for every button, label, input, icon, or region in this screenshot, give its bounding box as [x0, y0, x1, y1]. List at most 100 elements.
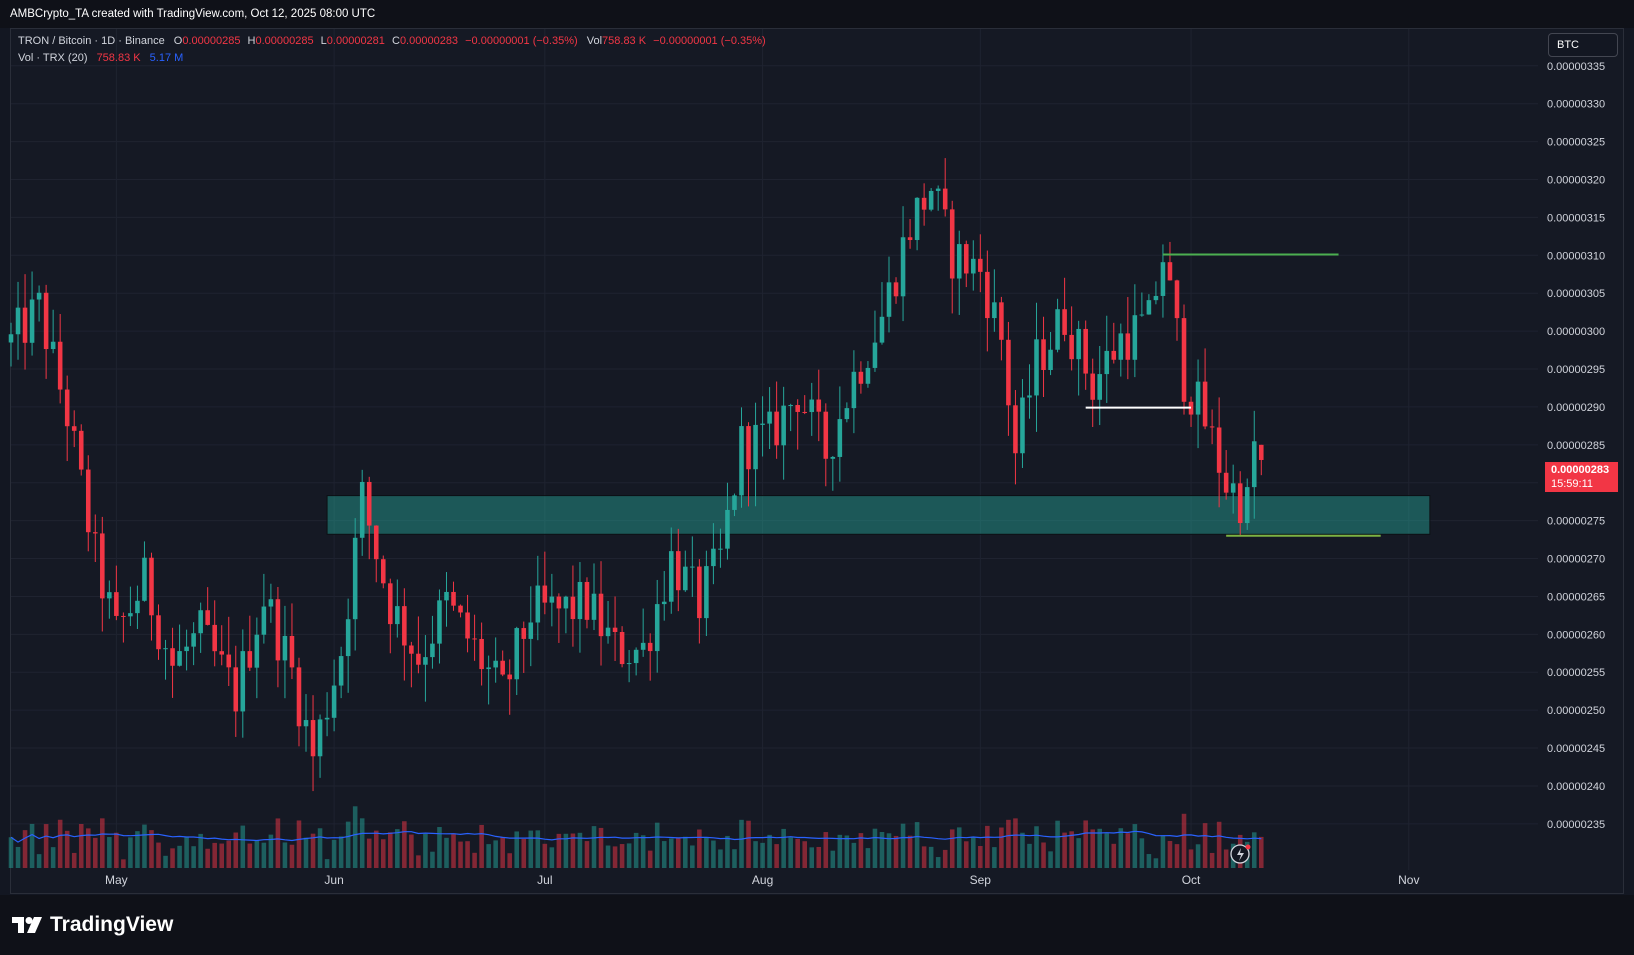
volume-bar [837, 834, 843, 868]
close-value: 0.00000283 [399, 35, 459, 47]
candle-body [1216, 427, 1222, 473]
time-tick-label: Jul [537, 873, 552, 887]
volume-bar [774, 844, 779, 868]
volume-bar [942, 849, 948, 868]
candle-body [156, 615, 161, 650]
volume-bar [135, 831, 140, 868]
volume-bar [1111, 843, 1117, 868]
candle-body [1209, 426, 1215, 428]
candle-body [640, 642, 646, 650]
candle-body [865, 367, 871, 384]
candle-body [704, 566, 709, 619]
candle-body [380, 559, 386, 584]
volume-bar [753, 841, 758, 868]
volume-bar [261, 842, 267, 868]
candle-body [1104, 350, 1110, 375]
candle-body [331, 685, 337, 718]
candle-body [683, 566, 688, 591]
candle-body [114, 592, 119, 616]
candle-body [359, 481, 365, 538]
volume-bar [879, 831, 885, 868]
tradingview-logo[interactable]: TradingView [12, 913, 173, 937]
volume-bar [226, 840, 232, 868]
volume-bar [352, 806, 358, 868]
candle-body [395, 606, 400, 625]
candle-body [739, 426, 744, 496]
candle-body [233, 667, 239, 712]
volume-bar [549, 847, 555, 868]
volume-study-label[interactable]: Vol · TRX (20) [18, 52, 88, 64]
candle-body [289, 635, 295, 668]
candle-body [128, 613, 133, 617]
volume-bar [1097, 828, 1103, 868]
high-label: H [247, 35, 256, 47]
candle-body [935, 188, 941, 191]
drawn-lines [1085, 253, 1381, 537]
candle-body [345, 619, 351, 657]
volume-bar [1160, 835, 1166, 868]
candle-body [170, 648, 175, 666]
price-tick-label: 0.00000260 [1547, 629, 1605, 641]
volume-bar [865, 848, 871, 868]
alert-icon[interactable] [1230, 844, 1251, 864]
candle-body [303, 720, 309, 727]
candle-body [725, 509, 730, 549]
candle-body [1195, 381, 1201, 415]
price-tick-label: 0.00000235 [1547, 819, 1605, 831]
low-label: L [320, 35, 327, 47]
candle-body [409, 645, 414, 654]
price-tick-label: 0.00000295 [1547, 364, 1605, 376]
candle-body [1125, 333, 1131, 360]
volume-bar [331, 839, 337, 868]
volume-bar [507, 853, 512, 868]
price-tick-label: 0.00000285 [1547, 440, 1605, 452]
volume-bar [858, 833, 864, 868]
price-tick-label: 0.00000300 [1547, 326, 1605, 338]
currency-button[interactable]: BTC [1548, 33, 1618, 57]
last-price-tag: 0.00000283 15:59:11 [1545, 462, 1618, 492]
candle-body [1118, 333, 1124, 360]
candle-body [1174, 280, 1180, 319]
volume-bar [156, 842, 161, 868]
volume-bar [598, 827, 604, 868]
symbol-label[interactable]: TRON / Bitcoin · 1D · Binance [18, 35, 165, 47]
candle-body [451, 591, 456, 606]
volume-bar [465, 841, 470, 868]
candle-body [458, 605, 463, 613]
change-value: −0.00000001 (−0.35%) [465, 35, 578, 47]
volume-bar [1167, 840, 1173, 868]
candle-body [1258, 444, 1264, 460]
volume-bar [1139, 838, 1145, 868]
volume-bar [654, 822, 660, 868]
volume-bar [809, 847, 815, 868]
price-tick-label: 0.00000330 [1547, 99, 1605, 111]
time-tick-label: Aug [752, 873, 773, 887]
price-tick-label: 0.00000265 [1547, 591, 1605, 603]
tradingview-logo-icon [12, 917, 42, 933]
price-tick-label: 0.00000240 [1547, 781, 1605, 793]
volume-bar [149, 830, 154, 868]
candle-body [668, 551, 674, 602]
candle-body [472, 638, 477, 640]
candle-body [50, 341, 56, 350]
volume-bar [914, 822, 920, 868]
volume-ma-value: 5.17 M [149, 52, 184, 64]
volume-bar [949, 829, 955, 868]
candle-body [711, 548, 716, 567]
candle-body [1076, 328, 1081, 360]
volume-bar [1069, 831, 1074, 868]
candle-body [928, 190, 934, 210]
volume-bar [577, 832, 583, 868]
volume-bar [570, 833, 576, 868]
volume-bar [591, 826, 597, 868]
price-tick-label: 0.00000305 [1547, 288, 1605, 300]
time-tick-label: May [105, 873, 128, 887]
candle-body [416, 653, 421, 665]
candle-body [985, 271, 990, 319]
candle-body [15, 307, 21, 335]
price-tick-label: 0.00000290 [1547, 402, 1605, 414]
volume-bar [718, 849, 723, 868]
volume-bar [1034, 826, 1039, 868]
candle-body [921, 197, 927, 210]
